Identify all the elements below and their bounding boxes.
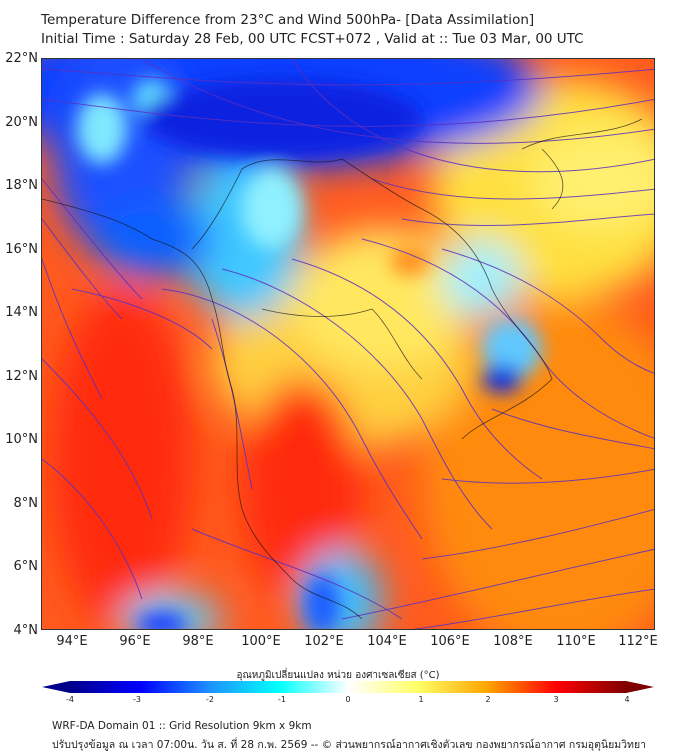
lon-label: 104°E [367, 634, 407, 649]
lat-label: 20°N [5, 115, 38, 130]
lat-label: 4°N [13, 623, 39, 638]
lon-label: 100°E [241, 634, 281, 649]
wind-streamlines [42, 59, 654, 629]
lon-label: 94°E [56, 634, 88, 649]
chart-title: Temperature Difference from 23°C and Win… [41, 12, 535, 28]
lon-label: 106°E [430, 634, 470, 649]
colorbar-tick: -2 [206, 695, 214, 704]
colorbar-tick: 0 [345, 695, 351, 704]
colorbar [42, 681, 654, 693]
lat-label: 8°N [13, 496, 39, 511]
colorbar-title: อุณหภูมิเปลี่ยนแปลง หน่วย องศาเซลเซียส (… [236, 670, 440, 681]
lon-label: 108°E [493, 634, 533, 649]
colorbar-tick: -4 [66, 695, 74, 704]
lat-label: 18°N [5, 178, 38, 193]
lon-label: 110°E [556, 634, 596, 649]
temperature-wind-map [41, 58, 655, 630]
colorbar-tick: 1 [418, 695, 424, 704]
lon-label: 112°E [618, 634, 658, 649]
lat-label: 16°N [5, 242, 38, 257]
lon-label: 98°E [182, 634, 214, 649]
lat-label: 14°N [5, 305, 38, 320]
colorbar-tick: 4 [624, 695, 630, 704]
footer-domain-info: WRF-DA Domain 01 :: Grid Resolution 9km … [52, 720, 312, 732]
colorbar-tick: 2 [485, 695, 491, 704]
lat-label: 22°N [5, 51, 38, 66]
lon-label: 102°E [304, 634, 344, 649]
colorbar-tick: -3 [133, 695, 141, 704]
colorbar-tick: -1 [278, 695, 286, 704]
heatmap-layer [42, 59, 654, 629]
lat-label: 10°N [5, 432, 38, 447]
country-borders [42, 118, 643, 620]
lat-label: 12°N [5, 369, 38, 384]
colorbar-tick: 3 [553, 695, 559, 704]
lat-label: 6°N [13, 559, 39, 574]
lon-label: 96°E [119, 634, 151, 649]
chart-subtitle: Initial Time : Saturday 28 Feb, 00 UTC F… [41, 31, 584, 47]
footer-credit: ปรับปรุงข้อมูล ณ เวลา 07:00น. วัน ส. ที่… [52, 739, 647, 751]
